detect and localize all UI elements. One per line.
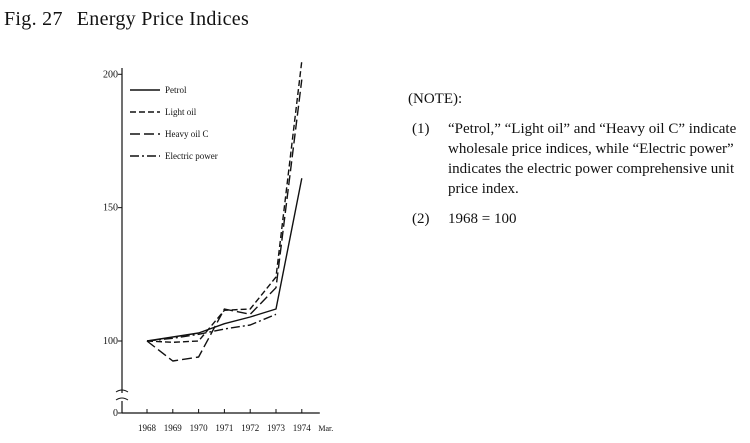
note-item-marker: (1): [412, 121, 430, 137]
y-tick-label: 100: [103, 336, 118, 347]
series-line: [146, 313, 277, 342]
y-tick-label: 0: [113, 408, 118, 419]
figure-title: Fig. 27 Energy Price Indices: [4, 8, 249, 31]
series-line: [146, 178, 303, 342]
legend-label: Light oil: [165, 107, 197, 117]
x-tick-label: 1972: [241, 423, 259, 433]
x-tick-label: 1969: [164, 423, 183, 433]
x-tick-label: 1974: [293, 423, 312, 433]
y-tick-label: 150: [103, 203, 118, 214]
legend-label: Petrol: [165, 85, 187, 95]
note-item-text: 1968 = 100: [448, 211, 517, 227]
chart-series: [146, 60, 303, 362]
chart-legend: Petrol Light oil Heavy oil C Electric power: [130, 85, 218, 161]
legend-label: Heavy oil C: [165, 129, 209, 139]
note-item: (2) 1968 = 100: [412, 209, 746, 229]
series-line: [146, 79, 303, 362]
x-tick-label: 1973: [267, 423, 286, 433]
note-heading: (NOTE):: [408, 91, 463, 107]
chart-axes: 0 100 150 200 1968 1969 1970 1971 1972 1973 1974 Ma…: [103, 68, 333, 433]
note-item: (1) “Petrol,” “Light oil” and “Heavy oil…: [412, 119, 746, 199]
x-tick-label: 1970: [190, 423, 209, 433]
y-axis-break: [115, 389, 129, 401]
figure-title-text: Energy Price Indices: [76, 8, 250, 30]
note-item-text: “Petrol,” “Light oil” and “Heavy oil C” …: [448, 121, 737, 197]
x-tick-label: 1971: [215, 423, 233, 433]
x-tick-label-month: Mar.: [318, 424, 333, 433]
note-block: (NOTE): (1) “Petrol,” “Light oil” and “H…: [408, 89, 746, 239]
series-line: [146, 60, 303, 343]
legend-label: Electric power: [165, 151, 218, 161]
y-tick-label: 200: [103, 69, 118, 80]
note-item-marker: (2): [412, 211, 430, 227]
x-tick-label: 1968: [138, 423, 157, 433]
figure-number: Fig. 27: [4, 8, 63, 30]
